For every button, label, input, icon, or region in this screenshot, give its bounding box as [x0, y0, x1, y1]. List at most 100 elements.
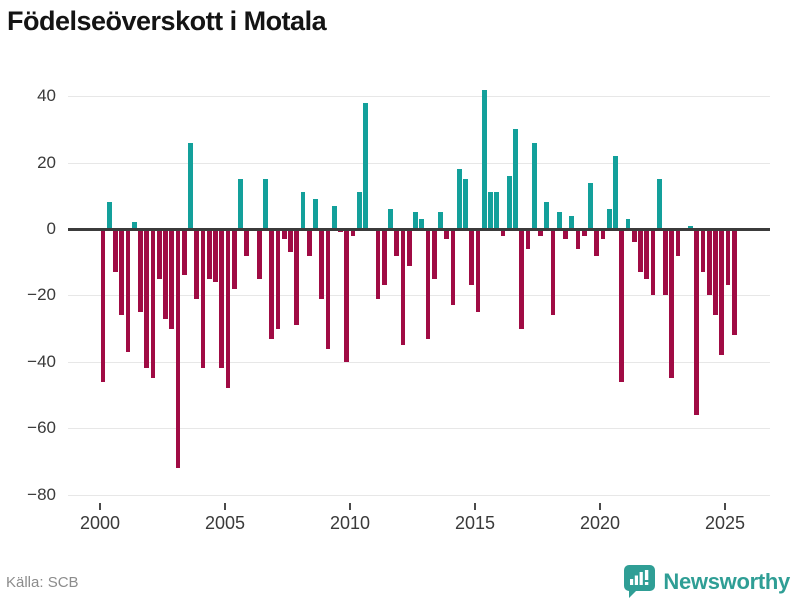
positive-bar — [356, 192, 362, 229]
newsworthy-logo: Newsworthy — [624, 565, 790, 598]
negative-bar — [213, 229, 218, 283]
negative-bar — [175, 229, 181, 469]
negative-bar — [325, 229, 331, 349]
negative-bar — [400, 229, 406, 346]
positive-bar — [188, 142, 193, 229]
positive-bar — [481, 89, 487, 229]
negative-bar — [281, 229, 287, 239]
x-axis-tick-label: 2000 — [79, 513, 121, 533]
x-axis-tick-label: 2005 — [204, 513, 246, 533]
negative-bar — [306, 229, 312, 256]
x-axis-tick-mark — [224, 503, 226, 510]
negative-bar — [631, 229, 637, 243]
negative-bar — [163, 229, 168, 319]
negative-bar — [225, 229, 231, 389]
negative-bar — [375, 229, 381, 299]
x-axis-tick-mark — [599, 503, 601, 510]
y-gridline — [68, 295, 770, 297]
newsworthy-bars-icon — [624, 565, 656, 598]
x-axis-tick-mark — [349, 503, 351, 510]
negative-bar — [700, 229, 706, 273]
negative-bar — [319, 229, 325, 299]
negative-bar — [350, 229, 356, 236]
y-axis-tick-label: −20 — [27, 285, 56, 305]
y-gridline — [68, 96, 770, 98]
negative-bar — [206, 229, 212, 279]
positive-bar — [106, 202, 112, 229]
negative-bar — [650, 229, 656, 296]
negative-bar — [381, 229, 387, 286]
negative-bar — [219, 229, 225, 369]
negative-bar — [138, 229, 143, 312]
negative-bar — [156, 229, 162, 279]
positive-bar — [494, 192, 500, 229]
negative-bar — [169, 229, 175, 329]
negative-bar — [200, 229, 206, 369]
source-attribution: Källa: SCB — [6, 574, 79, 591]
y-axis-tick-label: −60 — [27, 418, 56, 438]
x-axis-tick-mark — [474, 503, 476, 510]
positive-bar — [488, 192, 493, 229]
positive-bar — [513, 129, 518, 229]
negative-bar — [500, 229, 506, 236]
y-axis-tick-label: 40 — [37, 86, 56, 106]
positive-bar — [544, 202, 550, 229]
positive-bar — [588, 182, 593, 229]
y-axis-tick-label: 20 — [37, 152, 56, 172]
positive-bar — [300, 192, 306, 229]
negative-bar — [275, 229, 281, 329]
negative-bar — [575, 229, 581, 249]
positive-bar — [413, 212, 418, 229]
negative-bar — [406, 229, 412, 266]
positive-bar — [363, 102, 368, 229]
y-axis-tick-label: −40 — [27, 351, 56, 371]
negative-bar — [675, 229, 681, 256]
negative-bar — [644, 229, 650, 279]
negative-bar — [450, 229, 456, 306]
negative-bar — [181, 229, 187, 276]
x-axis-tick-label: 2010 — [329, 513, 371, 533]
positive-bar — [331, 205, 337, 229]
negative-bar — [638, 229, 643, 273]
negative-bar — [619, 229, 625, 382]
negative-bar — [581, 229, 587, 236]
x-axis-tick-label: 2020 — [579, 513, 621, 533]
x-axis-tick-mark — [99, 503, 101, 510]
negative-bar — [694, 229, 700, 415]
positive-bar — [463, 179, 468, 229]
negative-bar — [244, 229, 250, 256]
positive-bar — [606, 209, 612, 229]
negative-bar — [344, 229, 350, 362]
negative-bar — [125, 229, 131, 352]
y-axis-tick-label: 0 — [46, 219, 56, 238]
positive-bar — [456, 169, 462, 229]
y-axis-tick-label: −80 — [27, 484, 56, 504]
negative-bar — [194, 229, 200, 299]
positive-bar — [556, 212, 562, 229]
negative-bar — [669, 229, 675, 379]
negative-bar — [150, 229, 156, 379]
positive-bar — [263, 179, 268, 229]
positive-bar — [238, 179, 243, 229]
x-axis-tick-mark — [724, 503, 726, 510]
y-gridline — [68, 361, 770, 363]
negative-bar — [113, 229, 118, 273]
zero-axis-line — [68, 228, 770, 231]
negative-bar — [719, 229, 725, 356]
negative-bar — [431, 229, 437, 279]
positive-bar — [419, 219, 425, 229]
positive-bar — [531, 142, 537, 229]
positive-bar — [506, 175, 512, 229]
negative-bar — [519, 229, 525, 329]
positive-bar — [438, 212, 443, 229]
negative-bar — [394, 229, 400, 256]
negative-bar — [425, 229, 431, 339]
positive-bar — [313, 199, 318, 229]
negative-bar — [288, 229, 293, 253]
positive-bar — [569, 215, 575, 229]
negative-bar — [119, 229, 125, 316]
negative-bar — [538, 229, 543, 236]
negative-bar — [563, 229, 568, 239]
negative-bar — [231, 229, 237, 289]
y-gridline — [68, 428, 770, 430]
